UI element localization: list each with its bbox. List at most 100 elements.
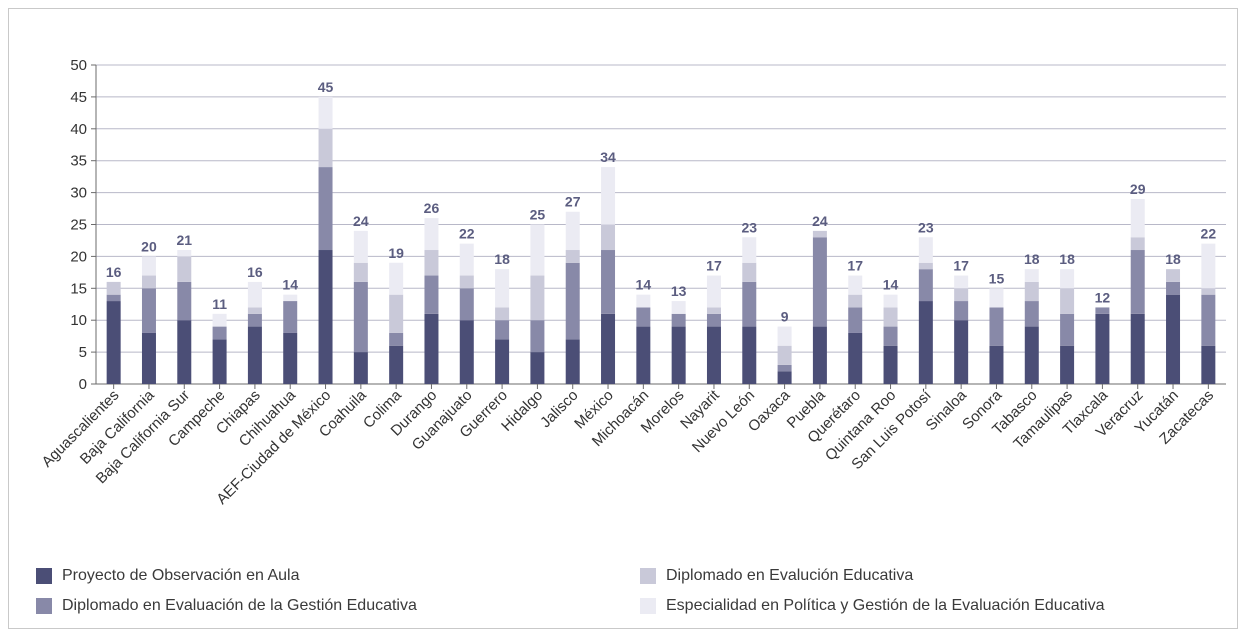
bar-segment xyxy=(812,237,827,327)
bar-segment xyxy=(1166,294,1181,384)
legend-item-especialidad: Especialidad en Política y Gestión de la… xyxy=(640,597,1104,615)
bar-segment xyxy=(1060,313,1075,346)
bar-total-label: 15 xyxy=(989,270,1005,286)
bar-total-label: 17 xyxy=(847,258,863,274)
bar-segment xyxy=(1130,250,1145,314)
bar-segment xyxy=(777,371,792,384)
bar-segment xyxy=(1166,269,1181,282)
bar-total-label: 45 xyxy=(318,79,334,95)
bar-segment xyxy=(389,294,404,333)
bar-segment xyxy=(848,307,863,333)
legend-item-diplomado-gestion: Diplomado en Evaluación de la Gestión Ed… xyxy=(36,597,417,615)
bar-segment xyxy=(1024,269,1039,282)
bar-segment xyxy=(318,250,333,384)
bar-segment xyxy=(247,281,262,308)
bar-segment xyxy=(1166,281,1181,295)
bar-segment xyxy=(954,288,969,302)
y-tick-label: 30 xyxy=(70,185,87,202)
bar-segment xyxy=(812,230,827,238)
bar-total-label: 12 xyxy=(1095,289,1111,305)
bar-segment xyxy=(353,281,368,353)
bar-segment xyxy=(742,281,757,327)
bar-segment xyxy=(212,313,227,327)
bar-total-label: 23 xyxy=(741,219,757,235)
bar-segment xyxy=(459,320,474,384)
bar-segment xyxy=(318,96,333,129)
bar-total-label: 13 xyxy=(671,283,687,299)
bar-segment xyxy=(777,364,792,372)
bar-segment xyxy=(106,281,121,295)
y-tick-label: 5 xyxy=(79,344,87,361)
bar-segment xyxy=(1060,288,1075,314)
bar-segment xyxy=(706,313,721,327)
bar-segment xyxy=(495,269,510,308)
bar-segment xyxy=(318,167,333,251)
bar-total-label: 16 xyxy=(247,264,263,280)
legend-label-diplomado-gestion: Diplomado en Evaluación de la Gestión Ed… xyxy=(62,597,417,614)
bar-segment xyxy=(565,211,580,251)
bar-segment xyxy=(530,224,545,276)
bar-segment xyxy=(954,275,969,289)
bar-segment xyxy=(601,224,616,251)
bar-total-label: 26 xyxy=(424,200,440,216)
bar-segment xyxy=(954,301,969,321)
bar-total-label: 14 xyxy=(883,277,899,293)
bar-segment xyxy=(1024,326,1039,384)
bar-segment xyxy=(601,313,616,384)
bar-segment xyxy=(141,256,156,276)
bar-segment xyxy=(459,275,474,289)
bar-segment xyxy=(706,307,721,314)
bar-segment xyxy=(1130,313,1145,384)
bar-segment xyxy=(706,275,721,308)
bar-segment xyxy=(706,326,721,384)
y-tick-label: 50 xyxy=(70,57,87,74)
bar-segment xyxy=(742,262,757,282)
bar-segment xyxy=(141,288,156,333)
bar-segment xyxy=(318,128,333,168)
bar-segment xyxy=(177,256,192,282)
bar-segment xyxy=(742,326,757,384)
bar-segment xyxy=(601,167,616,225)
bar-segment xyxy=(1130,198,1145,238)
bar-segment xyxy=(530,275,545,321)
bar-segment xyxy=(883,345,898,384)
bar-total-label: 25 xyxy=(530,207,546,223)
bar-total-label: 16 xyxy=(106,264,122,280)
bar-segment xyxy=(424,218,439,251)
bar-segment xyxy=(1130,237,1145,251)
bar-segment xyxy=(1024,281,1039,302)
bar-segment xyxy=(495,307,510,321)
bar-segment xyxy=(141,275,156,289)
bar-segment xyxy=(495,320,510,340)
bar-segment xyxy=(1095,307,1110,314)
bar-total-label: 24 xyxy=(812,213,828,229)
y-tick-label: 40 xyxy=(70,121,87,138)
y-tick-label: 15 xyxy=(70,280,87,297)
bar-total-label: 9 xyxy=(781,309,789,325)
bar-total-label: 20 xyxy=(141,238,157,254)
legend-swatch-observacion xyxy=(36,568,52,584)
bar-segment xyxy=(1060,345,1075,384)
y-tick-label: 0 xyxy=(79,376,87,393)
bar-segment xyxy=(283,294,298,302)
bar-segment xyxy=(1201,294,1216,346)
bar-segment xyxy=(883,294,898,308)
bar-total-label: 22 xyxy=(459,226,475,242)
bar-segment xyxy=(989,288,1004,308)
bar-segment xyxy=(565,339,580,384)
bar-total-label: 27 xyxy=(565,194,581,210)
bar-total-label: 14 xyxy=(636,277,652,293)
legend: Proyecto de Observación en Aula Diplomad… xyxy=(36,567,1226,627)
bar-segment xyxy=(918,269,933,302)
bar-segment xyxy=(636,307,651,327)
bar-segment xyxy=(1201,345,1216,384)
bar-segment xyxy=(424,275,439,314)
bar-segment xyxy=(459,288,474,321)
bar-segment xyxy=(353,352,368,384)
legend-label-observacion: Proyecto de Observación en Aula xyxy=(62,567,300,584)
bar-segment xyxy=(954,320,969,384)
bar-segment xyxy=(671,313,686,327)
y-tick-label: 10 xyxy=(70,312,87,329)
bar-segment xyxy=(1024,301,1039,327)
bar-total-label: 11 xyxy=(212,296,227,312)
